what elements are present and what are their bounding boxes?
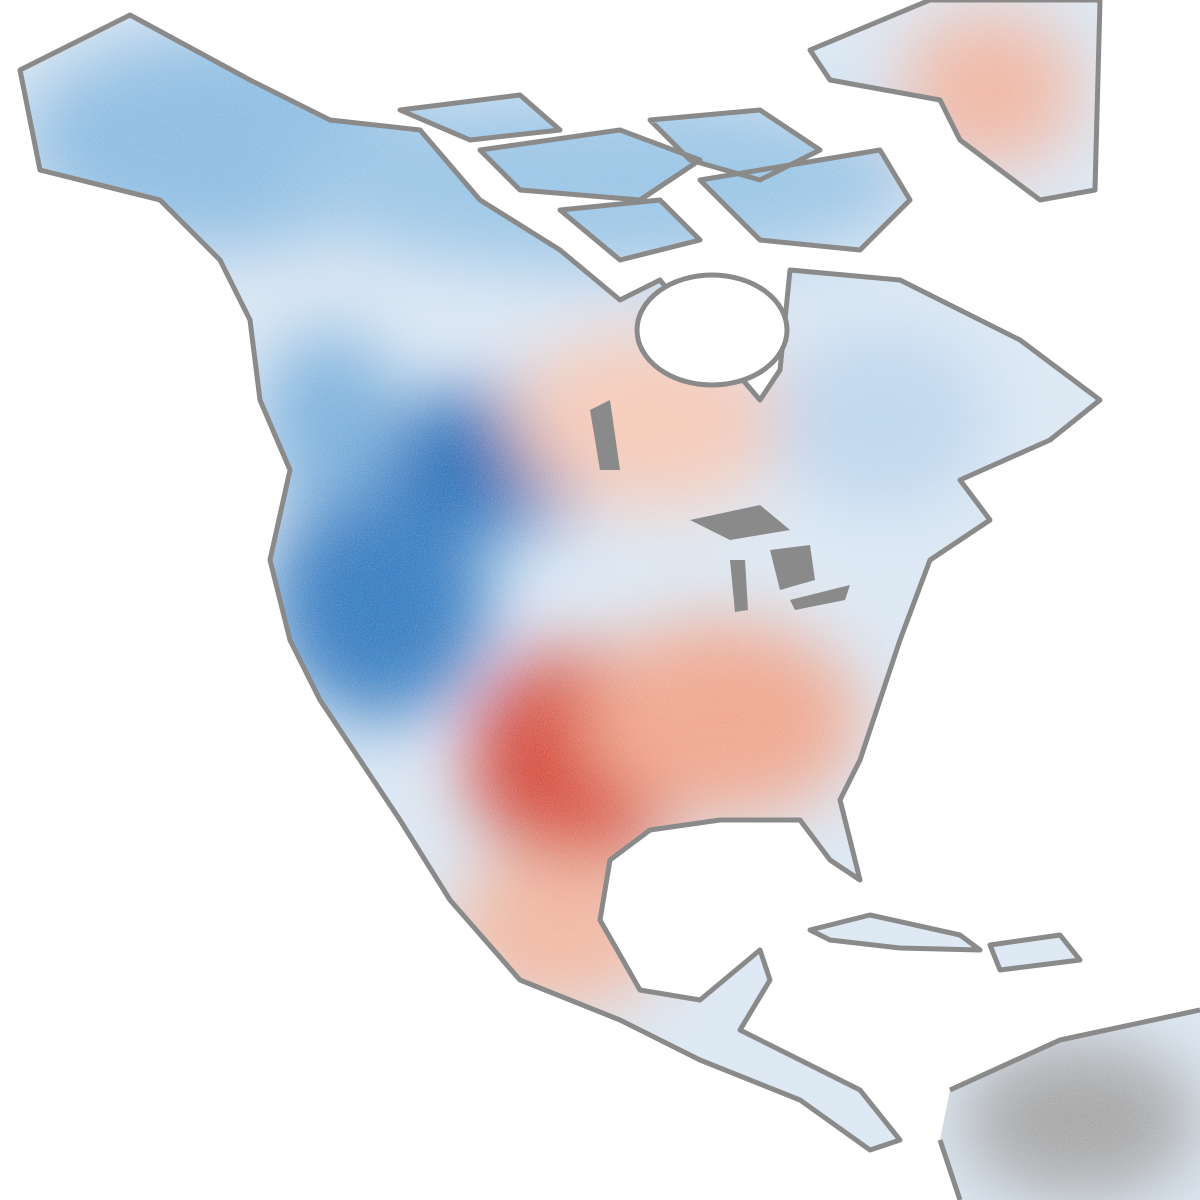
lake-huron xyxy=(770,545,815,590)
lake-superior xyxy=(690,505,790,540)
caribbean-coast xyxy=(807,912,1083,973)
lake-michigan xyxy=(730,560,748,612)
arctic-islands-coast xyxy=(397,92,913,263)
greenland-coast xyxy=(807,0,1103,203)
lake-erie xyxy=(790,585,850,610)
hudson-bay xyxy=(634,272,790,388)
south-america-coast xyxy=(937,1007,1200,1200)
great-lakes xyxy=(590,400,850,612)
lake-winnipeg xyxy=(590,400,620,470)
